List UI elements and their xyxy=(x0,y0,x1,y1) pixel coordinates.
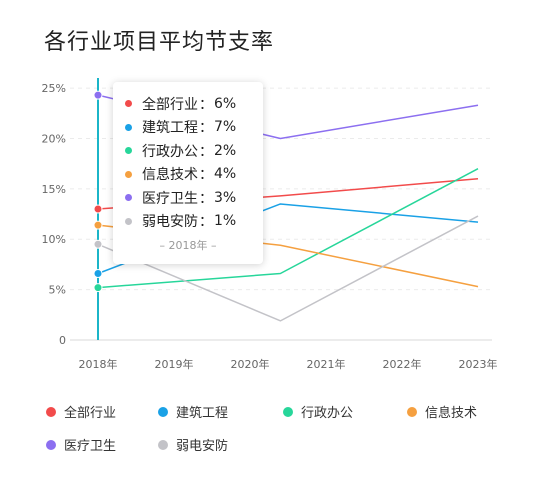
tooltip-marker xyxy=(125,100,132,108)
x-tick-label: 2021年 xyxy=(307,357,346,371)
legend-item[interactable]: 弱电安防 xyxy=(158,435,283,454)
tooltip-separator: ： xyxy=(199,96,213,113)
legend-label: 弱电安防 xyxy=(176,439,229,454)
x-tick-label: 2022年 xyxy=(383,357,422,371)
legend-item[interactable]: 行政办公 xyxy=(283,402,407,421)
y-tick-label: 0 xyxy=(59,334,66,347)
legend-item[interactable]: 建筑工程 xyxy=(158,402,283,421)
series-point-6 xyxy=(93,239,103,249)
legend-marker xyxy=(46,439,56,450)
tooltip-series-name: 医疗卫生 xyxy=(142,190,198,207)
chart-title: 各行业项目平均节支率 xyxy=(44,30,275,55)
x-tick-label: 2020年 xyxy=(231,357,270,371)
legend-marker xyxy=(46,406,56,417)
tooltip-value: 1% xyxy=(214,213,237,230)
tooltip-row: 建筑工程： 7% xyxy=(125,116,263,140)
legend-label: 行政办公 xyxy=(301,406,354,421)
tooltip-marker xyxy=(125,170,132,178)
tooltip-series-name: 信息技术 xyxy=(142,167,198,184)
tooltip-marker xyxy=(125,123,132,131)
tooltip-separator: ： xyxy=(199,167,213,184)
series-line-3 xyxy=(97,168,479,289)
y-tick-label: 5% xyxy=(49,284,66,297)
tooltip-series-name: 全部行业 xyxy=(142,96,198,113)
tooltip-marker xyxy=(125,194,132,202)
tooltip-separator: ： xyxy=(199,190,213,207)
y-tick-label: 20% xyxy=(42,132,66,145)
series-point-1 xyxy=(93,204,103,214)
tooltip-value: 7% xyxy=(214,119,237,136)
tooltip-value: 6% xyxy=(214,95,237,112)
tooltip-row: 弱电安防： 1% xyxy=(125,210,263,234)
tooltip-marker xyxy=(125,147,132,155)
tooltip-separator: ： xyxy=(199,214,213,231)
legend-marker xyxy=(158,439,168,450)
series-point-2 xyxy=(93,268,103,278)
tooltip-series-name: 行政办公 xyxy=(142,143,198,160)
tooltip-separator: ： xyxy=(199,120,213,137)
series-point-3 xyxy=(93,283,103,293)
tooltip-footer: – 2018年 – xyxy=(159,239,217,252)
x-tick-label: 2018年 xyxy=(79,357,118,371)
legend-item[interactable]: 医疗卫生 xyxy=(46,435,158,454)
legend-label: 建筑工程 xyxy=(176,406,229,421)
tooltip-row: 医疗卫生： 3% xyxy=(125,186,263,210)
x-tick-label: 2023年 xyxy=(459,357,498,371)
y-tick-label: 15% xyxy=(42,183,66,196)
y-tick-label: 25% xyxy=(42,82,66,95)
tooltip-value: 3% xyxy=(214,189,237,206)
tooltip-series-name: 弱电安防 xyxy=(142,214,198,231)
tooltip-value: 2% xyxy=(214,142,237,159)
tooltip-separator: ： xyxy=(199,143,213,160)
legend-label: 医疗卫生 xyxy=(64,439,117,454)
y-tick-label: 10% xyxy=(42,233,66,246)
legend: 全部行业 建筑工程 行政办公 信息技术医疗卫生 弱电安防 xyxy=(46,402,516,454)
legend-marker xyxy=(407,406,417,417)
x-tick-label: 2019年 xyxy=(155,357,194,371)
tooltip-row: 信息技术： 4% xyxy=(125,163,263,187)
tooltip-marker xyxy=(125,217,132,225)
legend-label: 信息技术 xyxy=(425,406,478,421)
line-chart[interactable]: 0 5% 10% 15% 20% 25% 2018年 2019年 2020年 2021年 2022年… xyxy=(0,0,542,390)
legend-label: 全部行业 xyxy=(64,406,117,421)
tooltip: 全部行业： 6% 建筑工程： 7% 行政办公： 2% 信息技术： 4% 医疗卫生： 3% 弱电安防：… xyxy=(113,82,263,264)
legend-marker xyxy=(158,406,168,417)
legend-item[interactable]: 信息技术 xyxy=(407,402,512,421)
tooltip-series-name: 建筑工程 xyxy=(142,120,198,137)
tooltip-row: 行政办公： 2% xyxy=(125,139,263,163)
series-point-5 xyxy=(93,90,103,100)
legend-item[interactable]: 全部行业 xyxy=(46,402,158,421)
tooltip-value: 4% xyxy=(214,166,237,183)
series-line-6 xyxy=(97,215,479,322)
series-point-4 xyxy=(93,220,103,230)
legend-marker xyxy=(283,406,293,417)
tooltip-row: 全部行业： 6% xyxy=(125,92,263,116)
